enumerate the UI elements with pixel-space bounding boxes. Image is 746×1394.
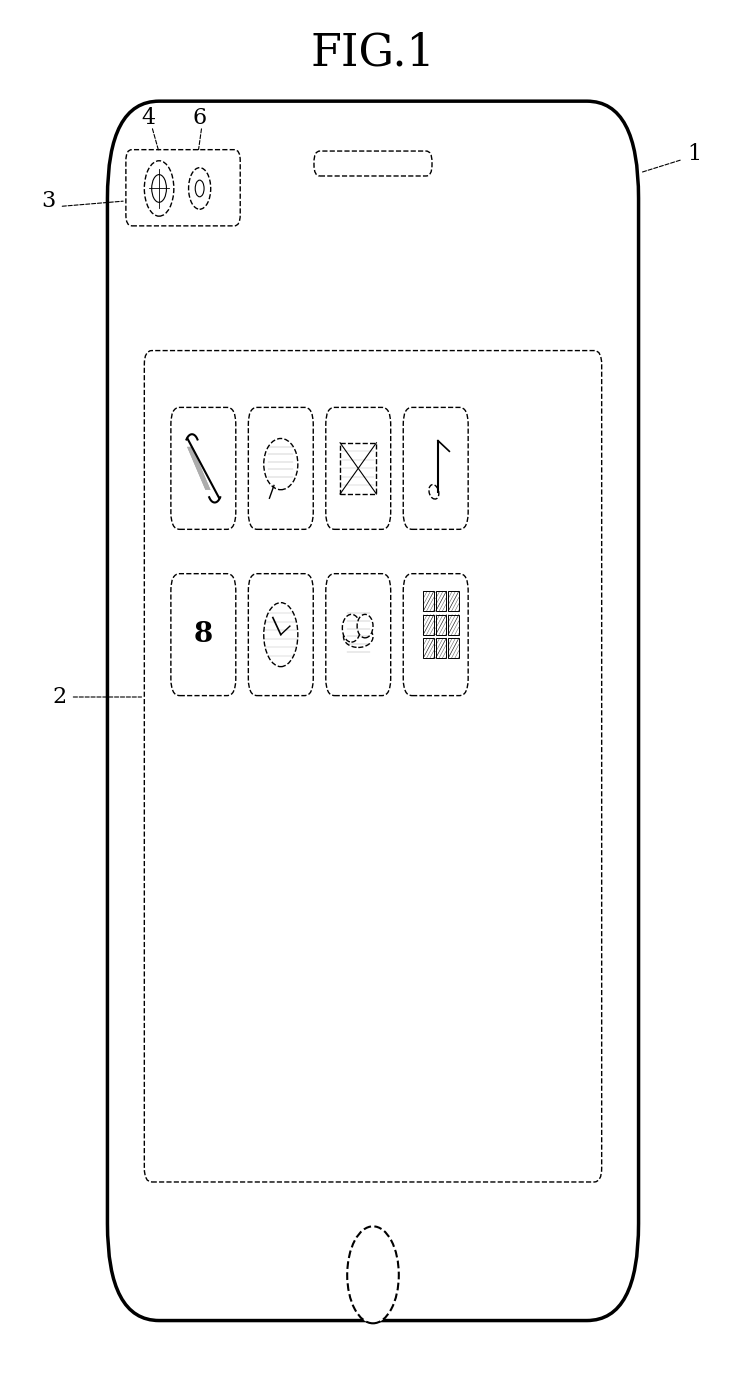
Bar (436, 591, 446, 611)
FancyBboxPatch shape (126, 149, 240, 226)
Circle shape (189, 167, 210, 209)
Circle shape (347, 1227, 399, 1323)
Bar (423, 638, 434, 658)
Ellipse shape (342, 615, 360, 643)
Bar (448, 591, 459, 611)
FancyBboxPatch shape (314, 151, 432, 176)
FancyBboxPatch shape (404, 407, 468, 530)
Circle shape (144, 160, 174, 216)
Ellipse shape (357, 615, 373, 638)
Bar (436, 638, 446, 658)
FancyBboxPatch shape (171, 407, 236, 530)
Text: 4: 4 (141, 107, 155, 128)
Bar (340, 443, 377, 493)
FancyBboxPatch shape (107, 102, 639, 1320)
Bar (448, 638, 459, 658)
Text: 3: 3 (41, 190, 55, 212)
Text: FIG.1: FIG.1 (310, 31, 436, 74)
FancyBboxPatch shape (144, 350, 602, 1182)
FancyBboxPatch shape (248, 407, 313, 530)
Bar (423, 615, 434, 634)
FancyBboxPatch shape (404, 574, 468, 696)
Bar (436, 615, 446, 634)
Text: 2: 2 (52, 686, 66, 708)
Bar (423, 591, 434, 611)
FancyBboxPatch shape (248, 574, 313, 696)
Text: 1: 1 (687, 142, 701, 164)
Text: 8: 8 (194, 622, 213, 648)
FancyBboxPatch shape (171, 574, 236, 696)
FancyBboxPatch shape (326, 574, 391, 696)
Text: 6: 6 (192, 107, 207, 128)
Bar (448, 615, 459, 634)
Ellipse shape (343, 626, 373, 647)
FancyBboxPatch shape (326, 407, 391, 530)
